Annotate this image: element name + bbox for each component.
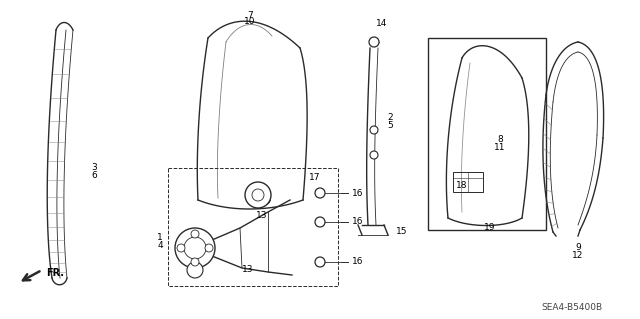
Circle shape — [262, 196, 270, 204]
Circle shape — [248, 196, 256, 204]
Circle shape — [191, 258, 199, 266]
Text: 1: 1 — [157, 234, 163, 242]
Text: 18: 18 — [456, 181, 468, 189]
Circle shape — [315, 217, 325, 227]
Text: 11: 11 — [494, 143, 506, 152]
Text: 9: 9 — [575, 243, 581, 253]
Text: 17: 17 — [309, 174, 321, 182]
Text: 15: 15 — [396, 227, 408, 236]
Text: 16: 16 — [352, 257, 364, 266]
Circle shape — [175, 228, 215, 268]
Bar — [168, 168, 338, 286]
Text: 4: 4 — [157, 241, 163, 249]
Bar — [453, 172, 483, 192]
Text: 12: 12 — [572, 250, 584, 259]
Circle shape — [245, 182, 271, 208]
Circle shape — [369, 37, 379, 47]
Bar — [428, 38, 546, 230]
Text: 19: 19 — [484, 224, 496, 233]
Text: 6: 6 — [91, 170, 97, 180]
Circle shape — [191, 230, 199, 238]
Text: 2: 2 — [387, 114, 393, 122]
Text: 13: 13 — [256, 211, 268, 219]
Text: 13: 13 — [243, 265, 253, 275]
Text: SEA4-B5400B: SEA4-B5400B — [541, 303, 603, 313]
Circle shape — [187, 262, 203, 278]
Circle shape — [184, 237, 206, 259]
Circle shape — [177, 244, 185, 252]
Text: 3: 3 — [91, 164, 97, 173]
Text: 7: 7 — [247, 11, 253, 19]
Text: 16: 16 — [352, 189, 364, 197]
Text: FR.: FR. — [46, 268, 64, 278]
Circle shape — [315, 257, 325, 267]
Circle shape — [252, 189, 264, 201]
Circle shape — [315, 188, 325, 198]
Circle shape — [370, 126, 378, 134]
Text: 10: 10 — [244, 18, 256, 26]
Text: 16: 16 — [352, 218, 364, 226]
Text: 14: 14 — [376, 19, 388, 28]
Text: 8: 8 — [497, 136, 503, 145]
Text: 5: 5 — [387, 121, 393, 130]
Circle shape — [370, 151, 378, 159]
Circle shape — [205, 244, 213, 252]
